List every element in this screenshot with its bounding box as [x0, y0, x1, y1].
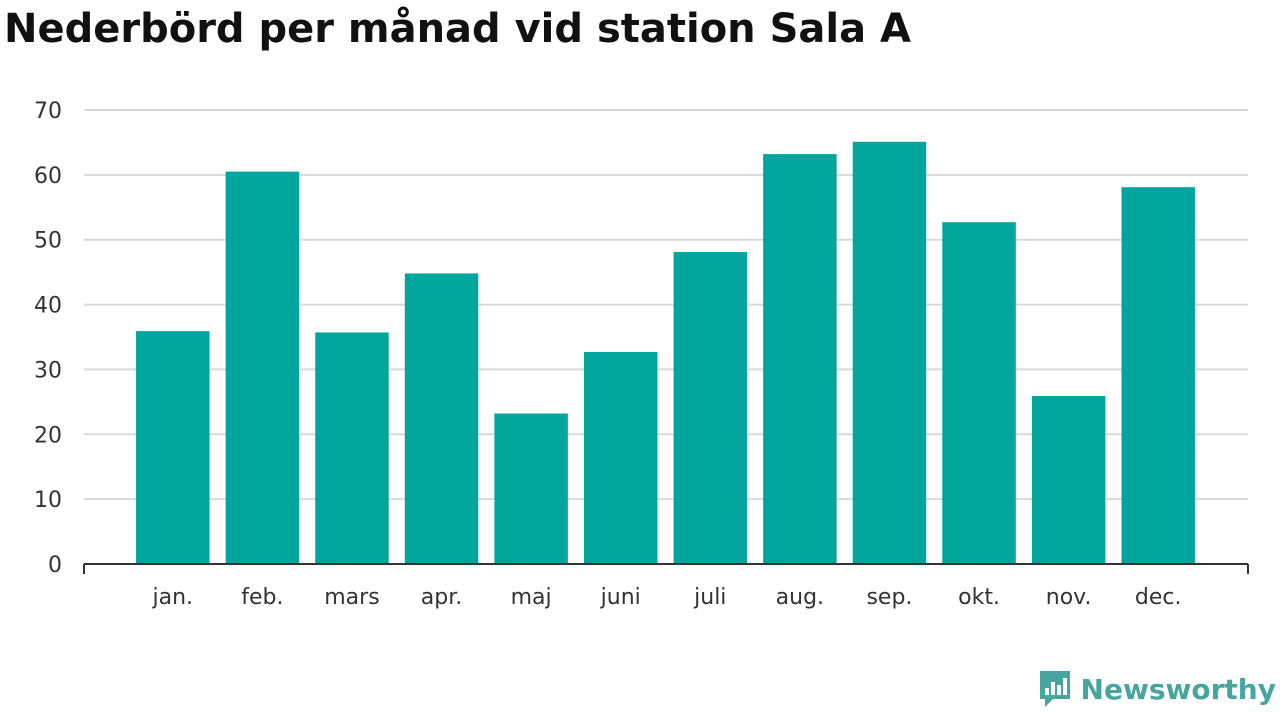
- brand-logo: Newsworthy: [1037, 668, 1276, 710]
- y-tick-label: 50: [34, 229, 62, 254]
- x-tick-label: okt.: [958, 585, 1000, 610]
- bars: [136, 141, 1195, 565]
- bar: [942, 222, 1016, 564]
- brand-name: Newsworthy: [1080, 672, 1276, 706]
- x-tick-label: juli: [693, 585, 726, 610]
- x-tick-label: sep.: [866, 585, 912, 610]
- bar: [404, 273, 479, 564]
- chart-title: Nederbörd per månad vid station Sala A: [4, 6, 911, 52]
- x-tick-label: apr.: [421, 585, 462, 610]
- bar: [225, 171, 300, 564]
- bar: [1121, 187, 1195, 564]
- x-tick-label: maj: [511, 585, 552, 610]
- x-axis-ticks: jan. feb. mars apr. maj juni juli aug. sep. okt. n…: [152, 585, 1182, 610]
- newsworthy-logo-icon: [1039, 671, 1070, 707]
- y-axis-ticks: 0 10 20 30 40 50 60 70: [34, 99, 62, 578]
- y-tick-label: 20: [34, 423, 62, 448]
- x-tick-label: jan.: [152, 585, 194, 610]
- x-tick-label: juni: [600, 585, 641, 610]
- x-tick-label: nov.: [1046, 585, 1092, 610]
- bar: [763, 154, 837, 565]
- bar: [852, 141, 927, 564]
- bar: [136, 331, 210, 564]
- y-tick-label: 30: [34, 358, 62, 383]
- x-tick-label: dec.: [1135, 585, 1182, 610]
- y-tick-label: 10: [34, 488, 62, 513]
- bar: [1031, 396, 1106, 564]
- y-tick-label: 40: [34, 294, 62, 319]
- y-tick-label: 60: [34, 164, 62, 189]
- bar: [494, 413, 568, 564]
- x-axis: [83, 563, 1249, 574]
- bar: [673, 252, 748, 564]
- x-tick-label: feb.: [241, 585, 283, 610]
- y-tick-label: 0: [48, 553, 62, 578]
- y-tick-label: 70: [34, 99, 62, 124]
- bar: [315, 332, 389, 564]
- bar: [583, 351, 658, 564]
- x-tick-label: mars: [324, 585, 379, 610]
- x-tick-label: aug.: [776, 585, 824, 610]
